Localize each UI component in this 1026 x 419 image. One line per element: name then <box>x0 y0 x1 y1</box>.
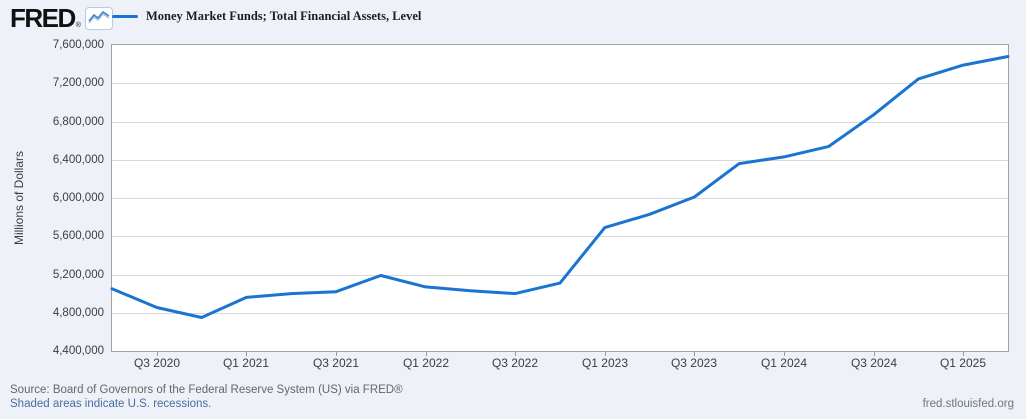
gridline <box>112 122 1008 123</box>
x-axis-tick-label: Q3 2021 <box>312 356 360 370</box>
x-tick-mark <box>963 352 964 356</box>
y-axis-tick-label: 4,800,000 <box>52 307 104 319</box>
y-axis-title: Millions of Dollars <box>12 150 26 246</box>
fred-site-link[interactable]: fred.stlouisfed.org <box>922 398 1014 410</box>
x-tick-mark <box>694 352 695 356</box>
x-tick-mark <box>784 352 785 356</box>
x-tick-mark <box>605 352 606 356</box>
x-axis-tick-label: Q3 2020 <box>133 356 181 370</box>
fred-logo-text: FRED <box>10 3 76 33</box>
y-axis-tick-label: 6,000,000 <box>52 192 104 204</box>
recessions-link[interactable]: Shaded areas indicate U.S. recessions. <box>10 398 212 410</box>
gridline <box>112 83 1008 84</box>
y-axis-tick-label: 4,400,000 <box>52 345 104 357</box>
registered-trademark: ® <box>75 22 81 29</box>
x-axis-tick-label: Q3 2024 <box>850 356 898 370</box>
x-tick-mark <box>515 352 516 356</box>
y-axis-tick-label: 5,600,000 <box>52 230 104 242</box>
gridline <box>112 275 1008 276</box>
plot-area[interactable] <box>110 44 1010 352</box>
x-tick-mark <box>157 352 158 356</box>
x-tick-mark <box>246 352 247 356</box>
x-tick-mark <box>874 352 875 356</box>
y-axis-tick-label: 6,800,000 <box>52 116 104 128</box>
source-note: Source: Board of Governors of the Federa… <box>10 384 403 396</box>
legend-item[interactable]: Money Market Funds; Total Financial Asse… <box>112 9 421 24</box>
x-tick-mark <box>336 352 337 356</box>
gridline <box>112 198 1008 199</box>
x-tick-mark <box>426 352 427 356</box>
legend-line-sample <box>112 15 138 18</box>
series-title: Money Market Funds; Total Financial Asse… <box>146 9 422 23</box>
x-axis-tick-label: Q1 2023 <box>581 356 629 370</box>
x-axis-tick-label: Q1 2024 <box>760 356 808 370</box>
y-axis-tick-label: 6,400,000 <box>52 154 104 166</box>
gridline <box>112 313 1008 314</box>
series-line <box>110 55 1010 319</box>
data-line-svg <box>110 55 1010 319</box>
x-axis-tick-label: Q3 2023 <box>670 356 718 370</box>
x-axis-tick-label: Q1 2025 <box>939 356 987 370</box>
y-axis-tick-label: 7,600,000 <box>52 39 104 51</box>
chart-header: FRED ® Money Market Funds; Total Financi… <box>0 0 1026 38</box>
gridline <box>112 236 1008 237</box>
fred-logo[interactable]: FRED ® <box>10 5 113 31</box>
y-axis: 7,600,000 7,200,000 6,800,000 6,400,000 6,00… <box>0 0 104 370</box>
line-chart-icon <box>84 6 113 30</box>
x-axis-tick-label: Q3 2022 <box>491 356 539 370</box>
x-axis-tick-label: Q1 2022 <box>402 356 450 370</box>
y-axis-tick-label: 5,200,000 <box>52 269 104 281</box>
y-axis-tick-label: 7,200,000 <box>52 77 104 89</box>
gridline <box>112 160 1008 161</box>
x-axis-tick-label: Q1 2021 <box>222 356 270 370</box>
